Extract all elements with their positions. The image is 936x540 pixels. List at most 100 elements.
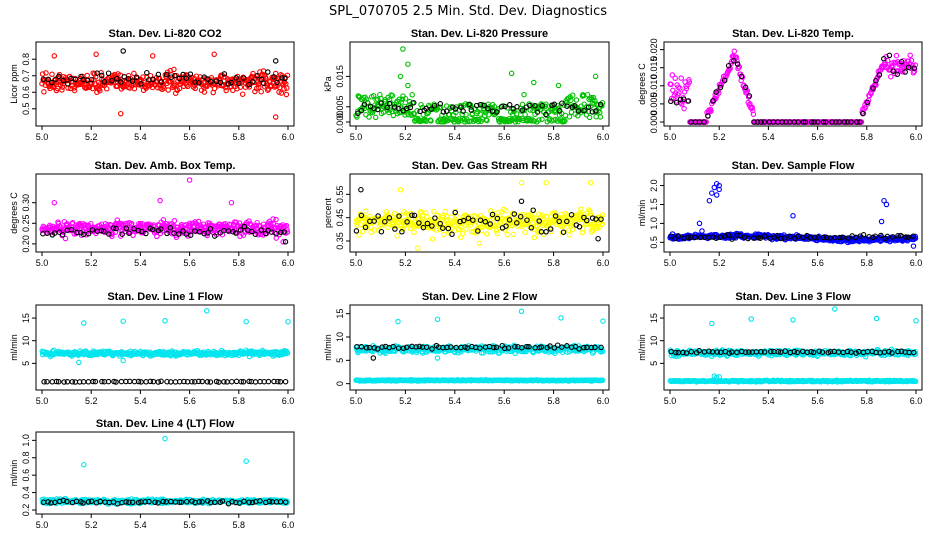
data-point [118, 79, 124, 85]
panel-title: Stan. Dev. Amb. Box Temp. [95, 160, 236, 172]
data-point [386, 100, 393, 107]
data-point [72, 379, 79, 385]
data-point [544, 214, 551, 220]
data-point [569, 219, 575, 225]
data-point [370, 107, 376, 114]
data-point [390, 112, 397, 119]
data-point [409, 92, 415, 98]
data-point [754, 119, 761, 125]
data-point [721, 77, 728, 84]
data-point [898, 58, 905, 65]
data-point [427, 117, 434, 123]
data-point [452, 106, 459, 112]
x-tick-label: 5.4 [134, 396, 147, 406]
data-point [180, 71, 186, 78]
plot-frame [349, 173, 610, 253]
data-point [106, 231, 112, 237]
data-point [284, 350, 291, 356]
data-point [273, 230, 279, 237]
x-tick-label: 5.6 [811, 132, 824, 142]
data-point [734, 58, 740, 64]
data-point [475, 228, 481, 234]
data-point [187, 80, 193, 86]
y-tick-label: 0.30 [21, 194, 31, 212]
data-point [105, 70, 112, 76]
data-point [529, 102, 536, 108]
data-point [416, 220, 422, 226]
data-point [121, 74, 128, 80]
data-point [588, 344, 595, 351]
series-averages [40, 48, 288, 88]
data-point [355, 110, 361, 117]
panel-title: Stan. Dev. Line 2 Flow [422, 291, 538, 303]
data-point [441, 118, 448, 125]
data-point [265, 378, 272, 385]
data-point [208, 78, 214, 85]
data-point [518, 179, 525, 186]
data-point [205, 229, 211, 236]
data-point [716, 90, 722, 96]
data-point [787, 233, 793, 240]
x-tick-label: 5.0 [664, 396, 677, 406]
data-point [163, 71, 170, 78]
data-point [119, 231, 125, 237]
data-point [481, 102, 487, 109]
series-samples [353, 46, 606, 125]
data-point [790, 317, 796, 323]
x-tick-label: 6.0 [910, 396, 923, 406]
data-point [820, 119, 827, 125]
data-point [271, 378, 277, 385]
data-point [668, 81, 674, 88]
data-point [463, 226, 469, 232]
y-tick-label: 0.010 [649, 75, 659, 98]
data-point [598, 216, 604, 222]
data-point [734, 232, 740, 238]
data-point [534, 223, 540, 229]
data-point [742, 84, 749, 91]
data-point [526, 343, 532, 350]
data-point [457, 218, 463, 225]
data-point [878, 218, 885, 225]
data-point [424, 214, 430, 220]
data-point [366, 114, 372, 120]
panel-title: Stan. Dev. Line 1 Flow [107, 291, 223, 303]
data-point [703, 119, 709, 125]
data-point [164, 230, 170, 237]
data-point [860, 232, 867, 238]
data-point [233, 75, 239, 81]
x-tick-label: 5.6 [183, 258, 196, 268]
data-point [158, 378, 164, 385]
data-point [531, 79, 537, 86]
data-point [64, 81, 71, 87]
data-point [240, 379, 247, 385]
data-point [396, 105, 402, 112]
data-point [529, 215, 536, 221]
plot-frame [349, 41, 610, 127]
data-point [802, 119, 809, 125]
data-point [477, 111, 483, 117]
data-point [389, 92, 396, 99]
figure-title: SPL_070705 2.5 Min. Std. Dev. Diagnostic… [329, 4, 607, 19]
data-point [402, 95, 409, 102]
data-point [515, 115, 522, 122]
data-point [713, 89, 719, 95]
data-point [76, 359, 82, 366]
data-point [494, 109, 500, 115]
data-point [531, 234, 538, 241]
x-tick-label: 5.8 [547, 132, 560, 142]
data-point [204, 76, 211, 82]
data-point [820, 234, 827, 241]
data-point [362, 208, 369, 214]
data-point [496, 225, 502, 231]
data-point [528, 225, 535, 231]
data-point [437, 104, 444, 111]
points-layer [39, 177, 291, 245]
data-point [750, 107, 756, 114]
data-point [282, 75, 288, 82]
data-point [358, 186, 364, 193]
data-point [281, 229, 287, 235]
x-tick-label: 5.8 [861, 396, 874, 406]
series-samples [667, 48, 919, 125]
